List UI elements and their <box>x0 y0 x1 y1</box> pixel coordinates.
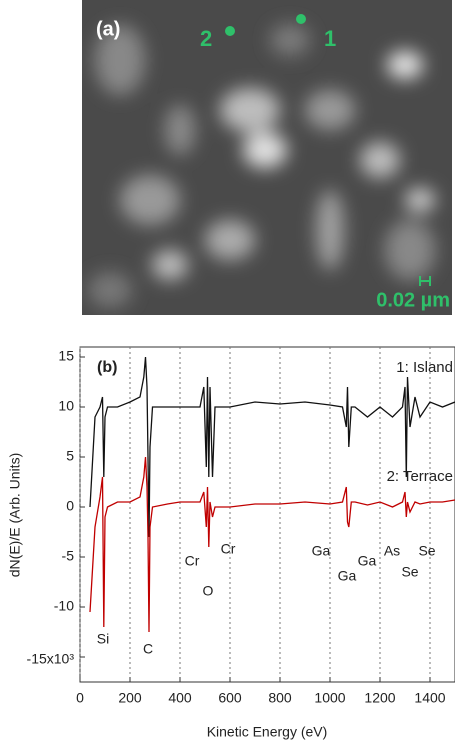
peak-label: Se <box>401 564 418 580</box>
x-tick-label: 800 <box>268 690 292 706</box>
x-tick-label: 1000 <box>314 690 345 706</box>
y-tick-label: -10 <box>54 598 74 614</box>
peak-label: Ga <box>312 543 331 559</box>
y-tick-label: -5 <box>62 548 75 564</box>
y-tick-label: 10 <box>58 398 74 414</box>
y-tick-label: 5 <box>66 448 74 464</box>
peak-label: Ga <box>338 568 357 584</box>
peak-label: Cr <box>185 553 200 569</box>
peak-label: Se <box>418 543 435 559</box>
x-tick-label: 200 <box>118 690 142 706</box>
peak-label: Ga <box>358 553 377 569</box>
x-tick-label: 600 <box>218 690 242 706</box>
scale-bar-label: 0.02 µm <box>376 289 450 311</box>
y-tick-label: 0 <box>66 498 74 514</box>
series-line <box>89 356 455 538</box>
micrograph <box>82 0 452 315</box>
point-label: 1 <box>324 26 336 51</box>
plot-frame <box>79 346 455 683</box>
panel-label: (b) <box>97 359 117 376</box>
y-tick-label: -15x10³ <box>27 651 75 667</box>
x-tick-label: 0 <box>76 690 84 706</box>
y-axis-label: dN(E)/E (Arb. Units) <box>7 453 23 577</box>
point-label: 2 <box>200 26 212 51</box>
peak-label: As <box>384 543 400 559</box>
series-label: 1: Island <box>396 359 453 376</box>
peak-label: O <box>203 583 214 599</box>
x-tick-label: 1200 <box>364 690 395 706</box>
series-label: 2: Terrace <box>387 468 453 485</box>
y-tick-label: 15 <box>58 348 74 364</box>
peak-label: C <box>143 641 153 657</box>
x-axis-label: Kinetic Energy (eV) <box>207 724 328 740</box>
peak-label: Cr <box>221 541 236 557</box>
x-tick-label: 1400 <box>414 690 445 706</box>
panel-label: (a) <box>96 18 120 40</box>
series-line <box>89 456 455 633</box>
peak-label: Si <box>97 631 109 647</box>
x-tick-label: 400 <box>168 690 192 706</box>
